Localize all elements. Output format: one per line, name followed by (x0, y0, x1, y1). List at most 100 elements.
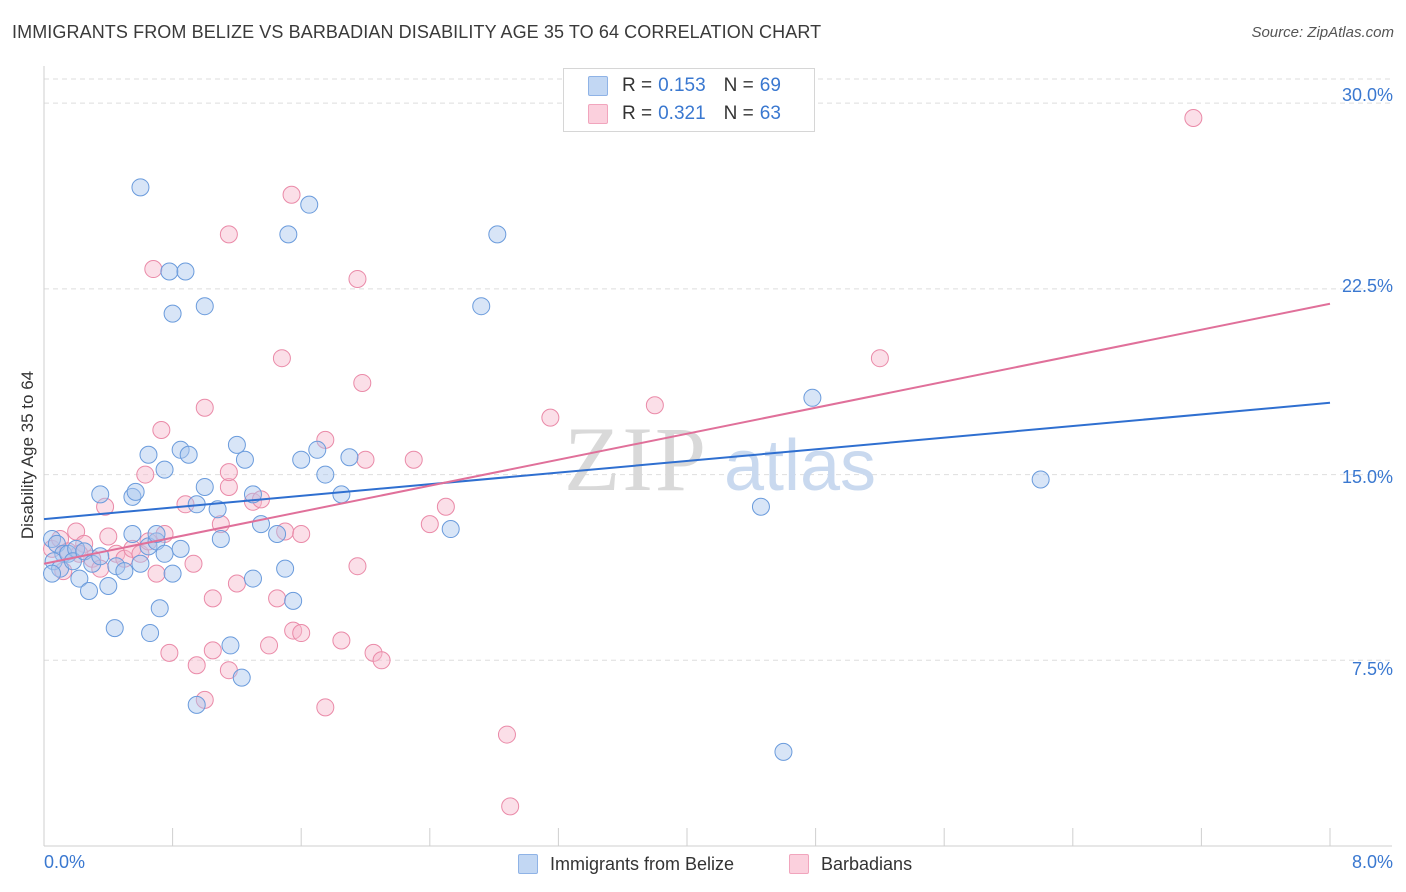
point-barbadians (501, 797, 520, 816)
point-barbadians (136, 465, 155, 484)
stats-legend: R = 0.153 N = 69 R = 0.321 N = 63 (563, 68, 815, 132)
point-belize (160, 262, 179, 281)
point-belize (99, 577, 118, 595)
point-belize (227, 435, 246, 454)
point-barbadians (292, 624, 311, 643)
point-belize (774, 742, 793, 761)
y-tick-22-5: 22.5% (1341, 276, 1393, 296)
legend-n-value: 69 (759, 75, 781, 96)
watermark-zip: ZIP (564, 408, 708, 510)
point-belize (243, 569, 262, 588)
point-belize (126, 482, 145, 501)
chart-source: Source: ZipAtlas.com (1251, 24, 1394, 41)
point-barbadians (219, 225, 238, 244)
legend-r-label: R = (622, 103, 653, 124)
point-barbadians (227, 574, 246, 593)
point-belize (279, 225, 298, 244)
point-belize (211, 529, 230, 548)
point-barbadians (1184, 109, 1203, 127)
legend-r-value: 0.321 (658, 103, 706, 124)
point-barbadians (219, 463, 238, 482)
point-belize (176, 262, 195, 281)
point-barbadians (497, 725, 516, 744)
point-barbadians (187, 656, 206, 675)
point-barbadians (316, 698, 335, 717)
legend-n-label: N = (723, 75, 754, 96)
bottom-legend-label-belize: Immigrants from Belize (550, 853, 735, 874)
point-belize (187, 695, 206, 714)
trend-line-barbadians (43, 302, 1331, 565)
y-tick-30: 30.0% (1341, 85, 1393, 105)
point-belize (232, 668, 251, 687)
point-barbadians (152, 421, 171, 439)
point-barbadians (541, 408, 560, 427)
point-belize (308, 440, 327, 459)
point-barbadians (348, 269, 367, 288)
point-belize (751, 497, 770, 516)
point-belize (70, 569, 89, 588)
point-belize (155, 460, 174, 479)
point-barbadians (203, 641, 222, 660)
point-belize (268, 525, 287, 543)
point-barbadians (353, 373, 372, 392)
point-belize (80, 581, 99, 600)
point-belize (91, 485, 110, 504)
point-belize (1031, 470, 1050, 489)
point-belize (472, 297, 491, 316)
point-belize (150, 599, 169, 618)
point-belize (332, 485, 351, 504)
legend-row-belize: R = 0.153 N = 69 (588, 74, 781, 98)
point-belize (131, 178, 150, 197)
point-barbadians (348, 557, 367, 576)
point-barbadians (436, 497, 455, 516)
point-belize (235, 450, 254, 469)
point-barbadians (99, 527, 118, 546)
point-barbadians (219, 477, 238, 496)
bottom-legend-swatch-barbadians (789, 854, 809, 874)
point-barbadians (203, 589, 222, 608)
point-barbadians (372, 651, 391, 670)
point-belize (43, 564, 62, 583)
y-axis-title: Disability Age 35 to 64 (18, 370, 37, 540)
point-barbadians (147, 564, 166, 583)
point-belize (147, 525, 166, 543)
point-belize (208, 500, 227, 519)
point-barbadians (195, 398, 214, 417)
point-belize (195, 477, 214, 496)
point-belize (171, 539, 190, 558)
point-belize (163, 304, 182, 323)
point-barbadians (332, 631, 351, 650)
point-barbadians (268, 589, 287, 608)
y-tick-7-5: 7.5% (1351, 659, 1393, 679)
point-belize (105, 619, 124, 638)
x-tick-max: 8.0% (1351, 852, 1393, 872)
point-belize (300, 195, 319, 214)
point-barbadians (184, 554, 203, 573)
watermark-atlas: atlas (724, 426, 876, 506)
point-belize (316, 465, 335, 484)
legend-row-barbadians: R = 0.321 N = 63 (588, 102, 781, 126)
point-belize (179, 445, 198, 464)
point-barbadians (260, 636, 279, 655)
point-belize (243, 485, 262, 504)
point-belize (47, 534, 66, 553)
point-belize (284, 591, 303, 610)
legend-r-label: R = (622, 75, 653, 96)
point-belize (276, 559, 295, 578)
point-barbadians (420, 515, 439, 534)
point-belize (123, 525, 142, 543)
point-belize (488, 225, 507, 244)
point-belize (340, 448, 359, 467)
point-belize (43, 529, 62, 548)
y-tick-15: 15.0% (1341, 467, 1393, 487)
bottom-legend-swatch-belize (518, 854, 538, 874)
point-barbadians (144, 260, 163, 279)
point-belize (803, 388, 822, 407)
point-barbadians (160, 643, 179, 662)
bottom-legend-label-barbadians: Barbadians (821, 853, 913, 874)
point-belize (292, 450, 311, 469)
x-tick-min: 0.0% (44, 852, 86, 872)
point-belize (141, 624, 160, 643)
point-belize (221, 636, 240, 655)
